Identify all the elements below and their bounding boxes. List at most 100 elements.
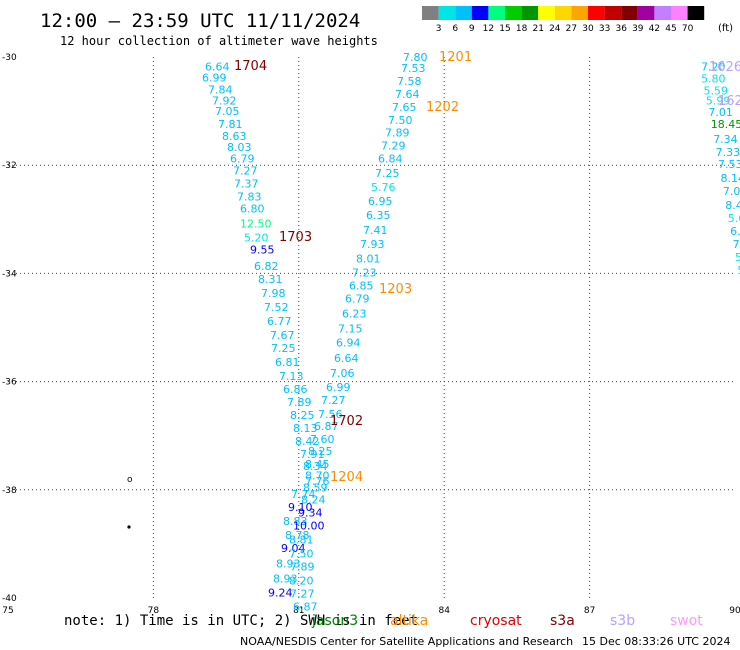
- legend-swatch: [488, 6, 505, 20]
- axis-tick-labels: 75 78 81 84 87 90 -30 -32 -34 -36 -38 -40: [2, 53, 740, 616]
- legend-label: 15: [499, 24, 510, 34]
- wave-height-value: 7.25: [271, 342, 296, 355]
- legend-swatch: [637, 6, 655, 20]
- wave-height-value: 7.53: [718, 158, 740, 171]
- legend-swatch: [571, 6, 588, 20]
- wave-height-value: 5.76: [371, 181, 396, 194]
- wave-height-value: 9.24: [268, 587, 293, 600]
- wave-height-value: 8.24: [301, 494, 326, 507]
- legend-label: 6: [452, 24, 458, 34]
- plot-area: [8, 53, 735, 599]
- wave-height-value: 7.89: [290, 561, 315, 574]
- altimeter-tracks: 6.646.997.847.927.057.818.638.036.797.27…: [202, 51, 740, 614]
- wave-height-value: 5.80: [701, 73, 726, 86]
- x-tick-label: 78: [148, 606, 160, 616]
- wave-height-value: 7.60: [310, 433, 335, 446]
- wave-height-value: 7.50: [388, 114, 413, 127]
- wave-height-value: 8.93: [273, 573, 298, 586]
- wave-height-value: 8.78: [285, 529, 310, 542]
- wave-height-value: 6.23: [342, 307, 367, 320]
- wave-height-value: 7.93: [360, 238, 385, 251]
- track-1704: 6.646.997.847.927.057.818.638.036.797.27…: [202, 61, 330, 600]
- footer-credit: NOAA/NESDIS Center for Satellite Applica…: [240, 635, 573, 648]
- legend-swatch: [654, 6, 671, 20]
- track-1201: 7.807.537.587.647.657.507.897.296.847.25…: [289, 51, 428, 614]
- island-marker: o: [127, 475, 133, 485]
- y-tick-label: -36: [2, 378, 17, 388]
- track-time-labels: 1704 1703 1702 1201 1202 1203 1204 1626 162: [234, 50, 740, 485]
- wave-height-value: 6.35: [366, 209, 391, 222]
- wave-height-value: 7.13: [279, 370, 304, 383]
- wave-height-value: 6.64: [205, 61, 230, 74]
- legend-label: 42: [649, 24, 660, 34]
- wave-height-value: 7.89: [287, 396, 312, 409]
- x-tick-label: 87: [584, 606, 595, 616]
- wave-height-value: 8.93: [276, 557, 301, 570]
- legend-label: 33: [599, 24, 610, 34]
- wave-height-value: 7.67: [270, 329, 295, 342]
- legend-swatch: [422, 6, 439, 20]
- wave-height-value: 8.42: [295, 435, 320, 448]
- wave-height-value: 7.01: [708, 106, 733, 119]
- track-label: 1202: [426, 100, 459, 115]
- satellite-label: swot: [670, 613, 703, 629]
- wave-height-value: 8.25: [290, 409, 315, 422]
- wave-height-value: 8.34: [303, 460, 328, 473]
- legend-label: 3: [436, 24, 442, 34]
- wave-height-value: 7.81: [218, 118, 243, 131]
- wave-height-value: 7.34: [713, 133, 738, 146]
- wave-height-value: 7.41: [363, 224, 388, 237]
- wave-height-value: 6.64: [334, 352, 359, 365]
- wave-height-value: 7.53: [401, 62, 426, 75]
- legend-swatch: [505, 6, 522, 20]
- legend-label: 39: [632, 24, 644, 34]
- legend-label: 36: [615, 24, 627, 34]
- wave-height-value: 8.81: [289, 534, 314, 547]
- legend-swatch: [621, 6, 638, 20]
- wave-height-value: 6.84: [378, 153, 403, 166]
- wave-height-value: 7.91: [300, 448, 325, 461]
- legend-swatch: [588, 6, 605, 20]
- legend-swatch: [687, 6, 705, 20]
- wave-height-value: 7.89: [385, 127, 410, 140]
- legend-label: 18: [516, 24, 528, 34]
- wave-height-value: 8.20: [289, 575, 314, 588]
- wave-height-value: 7.29: [381, 140, 406, 153]
- wave-height-value: 7.52: [264, 301, 289, 314]
- satellite-label: s3a: [550, 613, 575, 629]
- wave-height-value: 7.07: [723, 185, 740, 198]
- legend-label: 24: [549, 24, 561, 34]
- legend-label: 70: [682, 24, 694, 34]
- wave-height-value: 6.99: [326, 381, 351, 394]
- wave-height-value: 7.50: [289, 548, 314, 561]
- wave-height-value: 8.63: [222, 130, 247, 143]
- legend-unit: (ft): [718, 23, 733, 34]
- wave-height-value: 6.87: [314, 420, 339, 433]
- wave-height-value: 7.27: [290, 588, 315, 601]
- wave-height-value: 10.00: [293, 520, 325, 533]
- wave-height-value: 7.76: [305, 475, 330, 488]
- wave-height-value: 7.25: [375, 167, 400, 180]
- x-tick-label: 81: [293, 606, 304, 616]
- wave-height-value: 6.79: [345, 292, 370, 305]
- wave-height-value: 8.01: [356, 252, 381, 265]
- wave-height-value: 7.58: [397, 75, 422, 88]
- track-label: 1203: [379, 282, 412, 297]
- track-label: 1626: [709, 60, 740, 75]
- chart-subtitle: 12 hour collection of altimeter wave hei…: [60, 34, 378, 48]
- y-tick-label: -34: [2, 269, 17, 279]
- wave-height-value: 8.03: [227, 141, 252, 154]
- wave-height-value: 5.90: [737, 264, 740, 277]
- x-tick-label: 75: [2, 606, 13, 616]
- y-tick-label: -38: [2, 486, 17, 496]
- legend-swatch: [671, 6, 688, 20]
- wave-height-value: 8.43: [725, 199, 740, 212]
- track-label: 1704: [234, 59, 267, 74]
- y-tick-label: -32: [2, 161, 17, 171]
- island-dot: [127, 525, 131, 529]
- footer-generated: 15 Dec 08:33:26 UTC 2024: [582, 635, 730, 648]
- y-tick-label: -30: [2, 53, 17, 63]
- wave-height-value: 7.36: [733, 238, 740, 251]
- wave-height-value: 7.83: [237, 191, 262, 204]
- wave-height-value: 7.56: [318, 408, 343, 421]
